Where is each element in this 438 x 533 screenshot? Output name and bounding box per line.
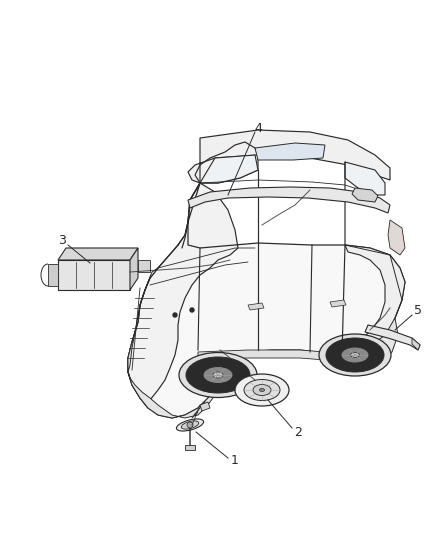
Circle shape	[187, 422, 193, 428]
Polygon shape	[188, 187, 390, 213]
Ellipse shape	[326, 338, 384, 372]
Polygon shape	[412, 338, 420, 350]
Ellipse shape	[203, 367, 233, 384]
Polygon shape	[130, 248, 138, 290]
Polygon shape	[352, 188, 378, 202]
Ellipse shape	[177, 419, 204, 431]
Polygon shape	[128, 372, 218, 418]
Polygon shape	[58, 260, 130, 290]
Polygon shape	[248, 303, 264, 310]
Polygon shape	[365, 325, 420, 350]
Ellipse shape	[341, 347, 369, 363]
Ellipse shape	[319, 334, 391, 376]
Ellipse shape	[213, 372, 223, 378]
Ellipse shape	[181, 421, 199, 429]
Text: 1: 1	[231, 454, 239, 466]
Polygon shape	[188, 130, 390, 183]
Polygon shape	[128, 142, 258, 408]
Polygon shape	[198, 350, 325, 360]
Ellipse shape	[253, 384, 271, 395]
Polygon shape	[345, 162, 385, 195]
Polygon shape	[128, 183, 405, 418]
Polygon shape	[58, 248, 138, 260]
Ellipse shape	[244, 379, 280, 400]
Text: 5: 5	[414, 303, 422, 317]
Circle shape	[190, 308, 194, 312]
Bar	[185, 445, 195, 450]
Ellipse shape	[350, 352, 360, 358]
Ellipse shape	[179, 352, 257, 398]
Polygon shape	[340, 245, 405, 355]
Polygon shape	[138, 260, 150, 272]
Ellipse shape	[259, 389, 265, 392]
Polygon shape	[342, 318, 398, 368]
Polygon shape	[255, 143, 325, 160]
Ellipse shape	[186, 357, 250, 393]
Polygon shape	[128, 268, 158, 372]
Polygon shape	[200, 155, 258, 183]
Text: 4: 4	[254, 122, 262, 134]
Text: 3: 3	[58, 233, 66, 246]
Text: 2: 2	[294, 425, 302, 439]
Polygon shape	[388, 220, 405, 255]
Ellipse shape	[235, 374, 289, 406]
Polygon shape	[200, 402, 210, 411]
Circle shape	[173, 313, 177, 317]
Polygon shape	[330, 300, 346, 307]
Polygon shape	[48, 264, 58, 286]
